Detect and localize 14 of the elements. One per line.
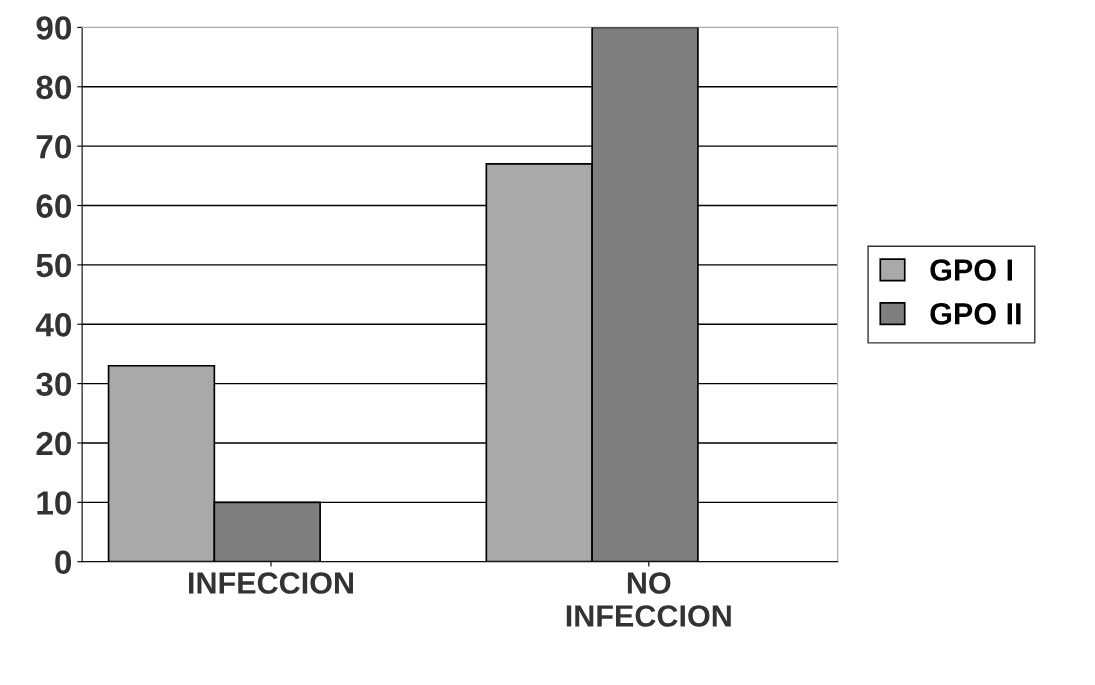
y-tick-label: 10: [37, 491, 72, 515]
y-tick-label: 20: [36, 431, 72, 456]
legend-label: GPO II: [930, 303, 1021, 325]
y-tick-label: 50: [36, 253, 72, 278]
legend-label: GPO I: [930, 259, 1013, 281]
y-tick-label: 60: [36, 194, 72, 218]
x-tick-label: INFECCION: [189, 572, 353, 594]
y-tick-label: 40: [35, 313, 72, 337]
y-tick-label: 0: [55, 550, 72, 575]
y-tick-label: 80: [36, 75, 72, 100]
y-tick-label: 70: [36, 134, 72, 159]
x-tick-label: NO INFECCION: [566, 572, 731, 627]
y-tick-label: 90: [36, 16, 72, 40]
y-tick-label: 30: [36, 372, 72, 397]
